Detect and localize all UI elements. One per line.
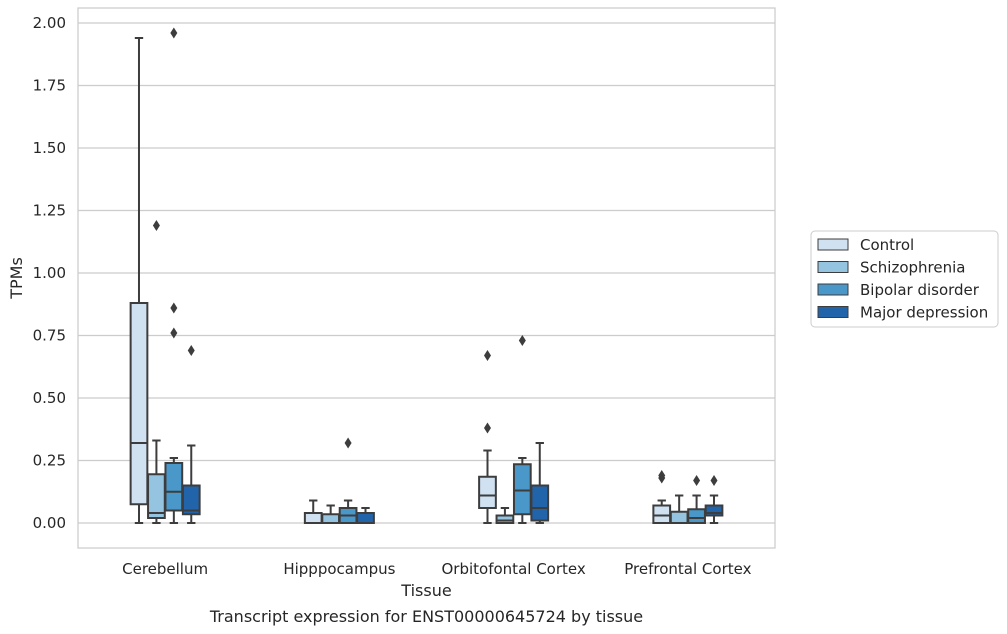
outlier-point xyxy=(483,422,491,434)
box-major-depression xyxy=(704,475,724,524)
box-major-depression xyxy=(356,507,375,524)
outlier-point xyxy=(170,302,178,314)
chart-caption: Transcript expression for ENST0000064572… xyxy=(209,607,643,626)
box-body xyxy=(704,504,724,517)
box-body xyxy=(321,513,341,524)
outlier-point xyxy=(152,220,160,231)
y-tick-label: 1.00 xyxy=(33,264,66,282)
box-body xyxy=(303,512,323,524)
box-major-depression xyxy=(530,442,550,524)
x-tick-label: Hipppocampus xyxy=(283,560,395,578)
x-tick-label: Orbitofontal Cortex xyxy=(442,560,586,578)
x-axis-title: Tissue xyxy=(400,581,451,600)
box-body xyxy=(530,484,550,522)
legend-swatch xyxy=(817,306,849,318)
box-layer xyxy=(129,27,724,524)
box-body xyxy=(356,512,375,524)
y-axis-title: TPMs xyxy=(7,257,26,300)
outlier-point xyxy=(187,345,195,356)
box-major-depression xyxy=(181,345,201,524)
legend-label: Major depression xyxy=(860,304,988,322)
y-tick-label: 0.00 xyxy=(33,514,66,532)
box-body xyxy=(478,475,497,509)
y-tick-label: 0.25 xyxy=(33,452,66,470)
outlier-point xyxy=(170,27,178,39)
box-schizophrenia xyxy=(147,220,166,524)
box-schizophrenia xyxy=(321,504,341,524)
grid-lines xyxy=(78,22,775,524)
box-body xyxy=(164,462,184,512)
box-bipolar-disorder xyxy=(687,475,706,524)
legend-swatch xyxy=(817,261,849,273)
box-body xyxy=(129,302,149,506)
box-bipolar-disorder xyxy=(164,27,184,524)
x-tick-label: Prefrontal Cortex xyxy=(624,560,751,578)
plot-frame xyxy=(77,7,776,549)
x-tick-label: Cerebellum xyxy=(122,560,208,578)
y-tick-label: 0.50 xyxy=(33,389,66,407)
legend-label: Bipolar disorder xyxy=(860,281,980,299)
legend-frame xyxy=(810,230,999,328)
outlier-point xyxy=(518,335,526,346)
legend-label: Control xyxy=(860,236,914,254)
x-tick-labels: Cerebellum Hipppocampus Orbitofontal Corte… xyxy=(122,560,751,578)
box-schizophrenia xyxy=(495,507,515,524)
y-tick-label: 1.75 xyxy=(33,77,66,95)
outlier-point xyxy=(658,470,666,481)
box-body xyxy=(669,510,689,524)
box-control xyxy=(129,37,149,524)
legend-swatch xyxy=(817,283,849,296)
box-body xyxy=(512,463,532,516)
box-control xyxy=(303,499,323,524)
y-tick-label: 0.75 xyxy=(33,327,66,345)
box-schizophrenia xyxy=(669,494,689,524)
y-tick-labels: 0.00 0.25 0.50 0.75 1.00 1.25 1.50 1.75 2.00 xyxy=(33,14,66,532)
outlier-point xyxy=(483,350,491,361)
box-bipolar-disorder xyxy=(338,437,358,524)
box-body xyxy=(687,508,706,524)
legend-swatch xyxy=(817,238,849,251)
outlier-point xyxy=(710,475,718,486)
outlier-point xyxy=(170,327,178,339)
legend-label: Schizophrenia xyxy=(860,259,965,277)
box-bipolar-disorder xyxy=(512,335,532,524)
box-body xyxy=(181,484,201,516)
outlier-point xyxy=(693,475,701,486)
y-tick-label: 1.50 xyxy=(33,139,66,157)
y-tick-label: 1.25 xyxy=(33,202,66,220)
legend: Control Schizophrenia Bipolar disorder Majo… xyxy=(810,230,999,328)
box-control xyxy=(652,470,672,524)
y-tick-label: 2.00 xyxy=(33,14,66,32)
box-body xyxy=(147,473,166,519)
outlier-point xyxy=(344,437,352,449)
box-body xyxy=(652,504,672,524)
box-control xyxy=(478,350,497,524)
box-body xyxy=(495,514,515,524)
